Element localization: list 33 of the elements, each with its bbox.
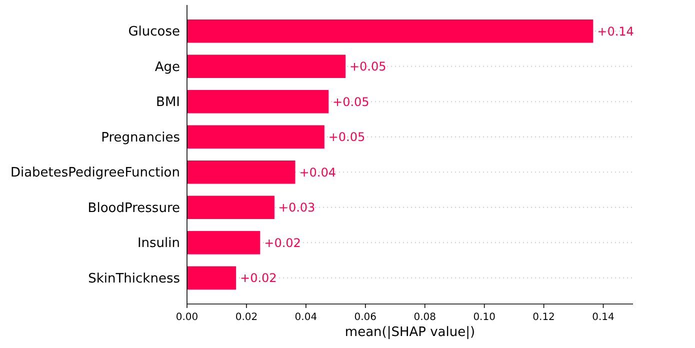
bar: [187, 90, 329, 114]
data-label: +0.03: [278, 200, 316, 215]
x-tick-label: 0.14: [592, 312, 614, 323]
x-tick-label: 0.06: [354, 312, 377, 323]
y-tick-label: BloodPressure: [88, 200, 180, 216]
data-label: +0.05: [328, 130, 366, 144]
data-label: +0.02: [264, 236, 301, 250]
x-tick-label: 0.10: [473, 312, 496, 323]
x-axis-title: mean(|SHAP value|): [344, 325, 476, 340]
data-label: +0.04: [299, 165, 336, 180]
x-tick-label: 0.04: [294, 312, 318, 323]
x-tick-label: 0.02: [235, 312, 258, 323]
data-label: +0.05: [349, 60, 386, 74]
bar: [187, 196, 274, 220]
bar: [187, 19, 594, 43]
x-tick-label: 0.00: [176, 312, 198, 323]
y-tick-label: Insulin: [137, 236, 180, 252]
bar: [187, 160, 296, 184]
data-label: +0.05: [332, 94, 370, 109]
data-label: +0.14: [597, 24, 634, 38]
y-tick-label: DiabetesPedigreeFunction: [10, 166, 180, 181]
data-label: +0.02: [240, 271, 277, 286]
bar: [187, 54, 346, 78]
bar: [187, 125, 324, 149]
bar: [187, 266, 236, 290]
y-tick-label: BMI: [156, 95, 180, 110]
bar: [187, 231, 260, 254]
x-tick-label: 0.12: [532, 312, 555, 323]
y-tick-label: Glucose: [128, 24, 180, 40]
x-tick-label: 0.08: [414, 312, 436, 323]
y-tick-label: Age: [154, 60, 180, 75]
y-tick-label: SkinThickness: [88, 271, 180, 286]
y-tick-label: Pregnancies: [101, 130, 180, 146]
